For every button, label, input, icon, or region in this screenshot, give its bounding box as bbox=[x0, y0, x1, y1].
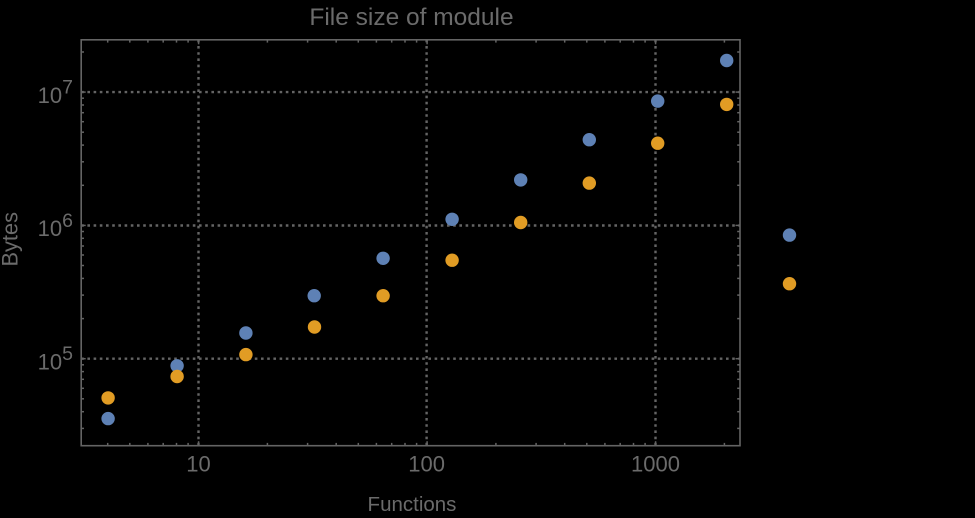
svg-text:Functions: Functions bbox=[368, 493, 457, 513]
svg-text:File size of module: File size of module bbox=[309, 4, 513, 31]
svg-text:1000: 1000 bbox=[631, 452, 680, 477]
svg-text:10: 10 bbox=[186, 452, 210, 477]
svg-text:106: 106 bbox=[38, 210, 73, 241]
svg-text:105: 105 bbox=[38, 343, 73, 374]
svg-text:Bytes: Bytes bbox=[0, 212, 23, 267]
svg-text:107: 107 bbox=[38, 76, 73, 107]
svg-text:100: 100 bbox=[408, 452, 445, 477]
